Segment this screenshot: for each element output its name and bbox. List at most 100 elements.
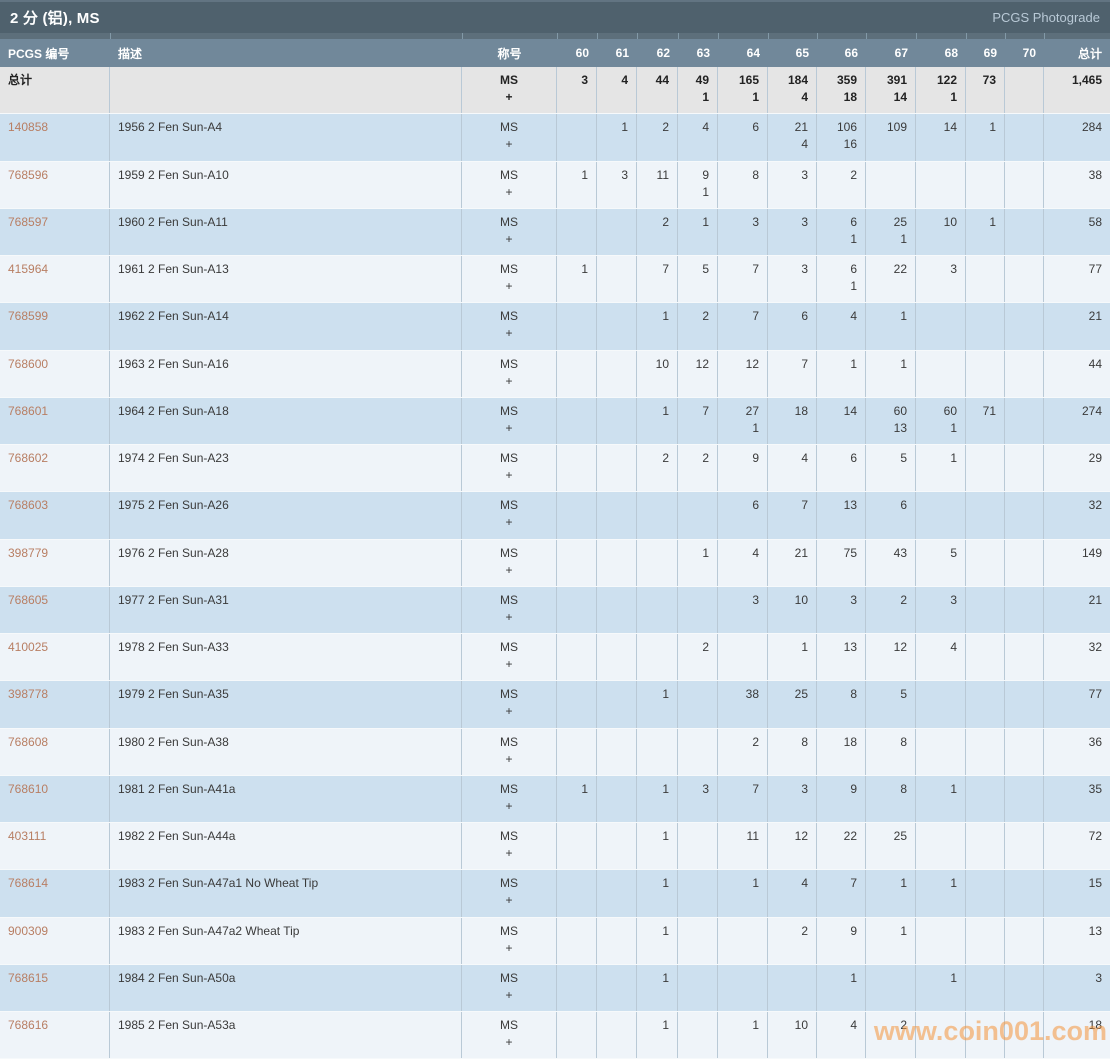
grade-ms-count: 1: [752, 876, 759, 891]
grade-plus-count: [678, 467, 709, 484]
pcgs-number-link[interactable]: 403111: [8, 829, 47, 843]
grade-ms-count: 9: [850, 781, 857, 796]
row-total-value: 32: [1088, 498, 1102, 513]
designation-plus: +: [505, 373, 513, 388]
grade-ms-count: 25: [893, 214, 907, 229]
grade-cell: [597, 445, 637, 492]
grade-cell: [597, 1012, 637, 1059]
grade-ms-count: 3: [801, 781, 808, 796]
grade-cell: 9: [817, 917, 866, 964]
pcgs-number-link[interactable]: 768600: [8, 356, 49, 371]
grade-cell: 1: [597, 114, 637, 161]
grade-ms-count: 12: [745, 356, 759, 371]
grade-cell: 7: [637, 256, 678, 303]
grade-plus-count: [597, 987, 628, 1004]
grade-ms-count: [597, 592, 628, 609]
grade-ms-count: 7: [801, 356, 808, 371]
row-total-cell: 13: [1044, 918, 1110, 964]
designation-cell: MS +: [462, 397, 557, 444]
band-cell: [1005, 33, 1044, 39]
designation-ms: MS: [500, 262, 518, 276]
grade-cell: [1005, 964, 1044, 1011]
pcgs-number-link[interactable]: 768602: [8, 451, 49, 465]
grade-plus-count: [817, 609, 857, 626]
band-cell: [678, 33, 718, 39]
grade-cell: 4: [768, 870, 817, 917]
pcgs-number-link[interactable]: 768597: [8, 214, 49, 229]
grade-plus-count: [557, 514, 588, 531]
grade-cell: 2: [866, 1012, 916, 1059]
grade-ms-count: 8: [900, 781, 907, 796]
grade-ms-count: [1005, 119, 1035, 136]
grade-cell: 60 13: [866, 397, 916, 444]
grade-ms-count: 10: [794, 592, 808, 607]
grade-plus-count: [1005, 562, 1035, 579]
grade-ms-count: 14: [943, 120, 957, 135]
pcgs-number-link[interactable]: 415964: [8, 262, 49, 276]
col-header-total: 总计: [1077, 46, 1102, 61]
pcgs-number-link[interactable]: 768616: [8, 1018, 49, 1032]
description-cell: 1977 2 Fen Sun-A31: [110, 586, 462, 633]
grade-ms-count: 2: [752, 734, 759, 749]
grade-plus-count: [768, 845, 808, 862]
grade-ms-count: 1: [900, 309, 907, 324]
grade-plus-count: [916, 231, 957, 248]
grade-plus-count: [866, 845, 907, 862]
pcgs-photograde-link[interactable]: PCGS Photograde: [992, 10, 1100, 25]
pcgs-number-link[interactable]: 768610: [8, 781, 49, 796]
grade-cell: [1005, 917, 1044, 964]
pcgs-number-link[interactable]: 768605: [8, 592, 49, 607]
grade-ms-count: 13: [843, 498, 857, 513]
grade-plus-count: [597, 798, 628, 815]
table-row: 900309 1983 2 Fen Sun-A47a2 Wheat Tip MS +1…: [0, 917, 1110, 965]
grade-ms-count: [966, 875, 996, 892]
grade-ms-count: 1: [801, 640, 808, 654]
grade-plus-count: [637, 892, 669, 909]
pcgs-number-link[interactable]: 768599: [8, 309, 49, 324]
pcgs-number-link[interactable]: 768603: [8, 498, 49, 513]
grade-ms-count: [1005, 72, 1035, 89]
grade-plus-count: [966, 467, 996, 484]
pcgs-number-link[interactable]: 768608: [8, 734, 49, 749]
pcgs-number-link[interactable]: 768614: [8, 876, 49, 891]
grade-cell: 1: [637, 681, 678, 728]
table-row: 768596 1959 2 Fen Sun-A10 MS +1 3 11 9 1 8 3 2 38: [0, 161, 1110, 209]
grade-ms-count: 7: [662, 262, 669, 276]
pcgs-number-link[interactable]: 398778: [8, 687, 49, 702]
grade-cell: 11: [718, 823, 768, 870]
pcgs-number-link[interactable]: 768596: [8, 167, 49, 182]
grade-ms-count: [557, 214, 588, 231]
pcgs-number-cell: 768599: [0, 303, 110, 350]
grade-cell: [916, 350, 966, 397]
grade-plus-count: [866, 373, 907, 390]
grade-plus-count: [678, 373, 709, 390]
pcgs-number-link[interactable]: 768615: [8, 970, 49, 985]
designation-plus: +: [505, 657, 513, 671]
grade-cell: 1: [916, 870, 966, 917]
grade-cell: [916, 161, 966, 208]
designation-ms: MS: [500, 214, 518, 229]
grade-ms-count: 122: [936, 73, 957, 87]
grade-ms-count: 7: [752, 309, 759, 324]
grade-ms-count: [597, 875, 628, 892]
row-total-cell: 15: [1044, 870, 1110, 916]
title-bar: 2 分 (铝), MS PCGS Photograde: [0, 0, 1110, 33]
grade-ms-count: 21: [794, 545, 808, 560]
designation-cell: MS +: [462, 586, 557, 633]
grade-plus-count: [718, 562, 759, 579]
grade-ms-count: 4: [850, 309, 857, 324]
grade-ms-count: 22: [893, 262, 907, 276]
grade-cell: 165 1: [718, 67, 768, 114]
pcgs-number-link[interactable]: 768601: [8, 403, 49, 418]
grade-ms-count: 1: [662, 403, 669, 418]
grade-cell: 7: [678, 397, 718, 444]
grade-plus-count: [966, 231, 996, 248]
grade-cell: [1005, 1012, 1044, 1059]
grade-cell: [557, 350, 597, 397]
grade-cell: 1: [637, 964, 678, 1011]
grade-cell: [1005, 161, 1044, 208]
pcgs-number-link[interactable]: 398779: [8, 545, 49, 560]
pcgs-number-link[interactable]: 900309: [8, 923, 49, 938]
pcgs-number-link[interactable]: 140858: [8, 120, 49, 135]
pcgs-number-link[interactable]: 410025: [8, 640, 49, 654]
